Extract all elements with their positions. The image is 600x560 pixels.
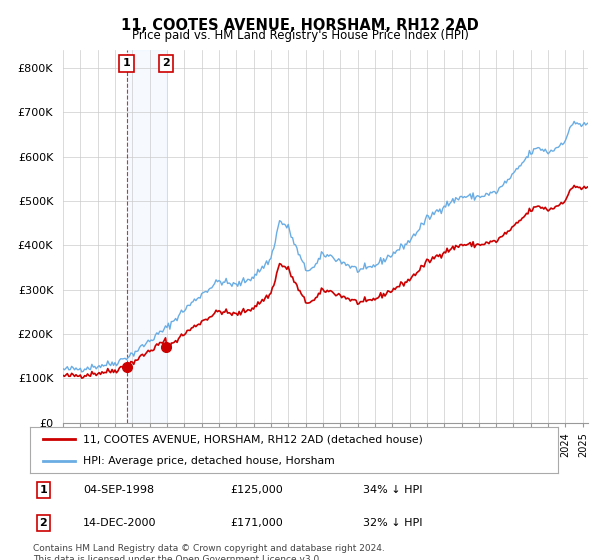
Text: 1: 1 [40, 485, 47, 495]
Text: 34% ↓ HPI: 34% ↓ HPI [362, 485, 422, 495]
Bar [127, 50, 166, 423]
Text: Price paid vs. HM Land Registry's House Price Index (HPI): Price paid vs. HM Land Registry's House … [131, 29, 469, 42]
Text: Contains HM Land Registry data © Crown copyright and database right 2024.
This d: Contains HM Land Registry data © Crown c… [33, 544, 385, 560]
Text: 11, COOTES AVENUE, HORSHAM, RH12 2AD (detached house): 11, COOTES AVENUE, HORSHAM, RH12 2AD (de… [83, 434, 422, 444]
Text: £125,000: £125,000 [230, 485, 283, 495]
Text: 14-DEC-2000: 14-DEC-2000 [83, 518, 156, 528]
Text: 04-SEP-1998: 04-SEP-1998 [83, 485, 154, 495]
Text: £171,000: £171,000 [230, 518, 283, 528]
Text: 2: 2 [162, 58, 170, 68]
Text: 11, COOTES AVENUE, HORSHAM, RH12 2AD: 11, COOTES AVENUE, HORSHAM, RH12 2AD [121, 18, 479, 33]
Text: 32% ↓ HPI: 32% ↓ HPI [362, 518, 422, 528]
Text: HPI: Average price, detached house, Horsham: HPI: Average price, detached house, Hors… [83, 456, 335, 466]
Text: 1: 1 [123, 58, 130, 68]
Text: 2: 2 [40, 518, 47, 528]
